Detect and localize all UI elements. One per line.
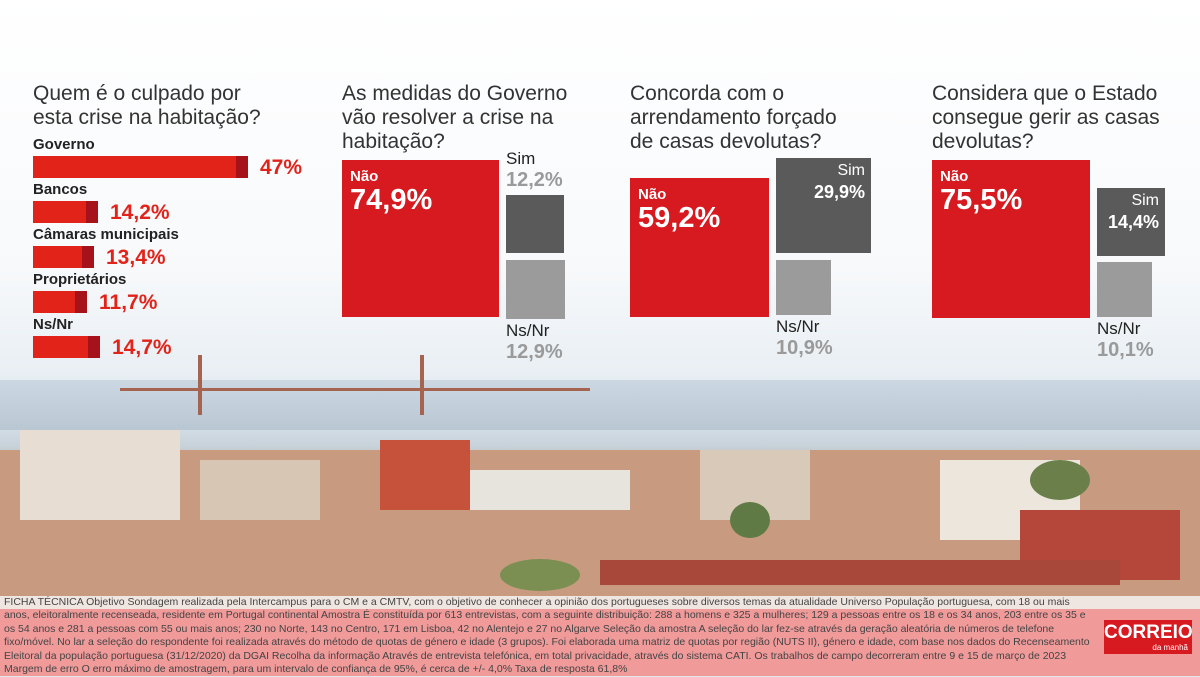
correio-da-manha-logo: CORREIO da manhã	[1104, 620, 1193, 654]
box-sim-label: Sim	[1131, 192, 1159, 209]
box-nsnr-label: Ns/Nr	[506, 321, 550, 340]
box-sim-label: Sim	[837, 162, 865, 179]
bar-category-label: Câmaras municipais	[33, 226, 179, 243]
technical-sheet: FICHA TÉCNICA Objetivo Sondagem realizad…	[0, 596, 1200, 676]
bar-value-label: 13,4%	[106, 246, 166, 269]
bridge-tower-right	[420, 355, 424, 415]
box-sim-label: Sim	[506, 149, 536, 168]
technical-sheet-first-line: FICHA TÉCNICA Objetivo Sondagem realizad…	[0, 596, 1200, 609]
bar-category-label: Bancos	[33, 181, 88, 198]
box-nsnr	[776, 260, 831, 315]
box-nao-value: 59,2%	[638, 202, 721, 234]
bridge-deck	[120, 388, 590, 391]
box-nsnr-value: 12,9%	[506, 341, 563, 363]
box-nsnr-label: Ns/Nr	[776, 317, 820, 336]
box-sim: Sim 14,4%	[1097, 188, 1165, 256]
bar	[33, 156, 248, 178]
bar	[33, 246, 94, 268]
bar	[33, 201, 98, 223]
box-nsnr	[506, 260, 565, 319]
rooftops-illustration	[0, 430, 1200, 600]
panel3-title-line3: de casas devolutas?	[630, 130, 822, 153]
box-nao-label: Não	[638, 186, 667, 203]
box-sim-value: 14,4%	[1107, 212, 1159, 232]
box-nsnr	[1097, 262, 1152, 317]
bar-category-label: Ns/Nr	[33, 316, 74, 333]
box-nao-label: Não	[940, 168, 969, 185]
panel3-title: Concorda com o arrendamento forçado de c…	[630, 82, 837, 154]
logo-name: CORREIO	[1104, 622, 1193, 643]
bar-shade	[75, 291, 87, 313]
bar-value-label: 47%	[260, 156, 303, 179]
box-nao-value: 75,5%	[940, 184, 1023, 216]
box-sim	[506, 195, 564, 253]
box-nao: Não 75,5%	[932, 160, 1090, 318]
technical-sheet-body: anos, eleitoralmente recenseada, residen…	[4, 609, 1090, 675]
bar-category-label: Governo	[33, 136, 95, 153]
panel3-title-line1: Concorda com o	[630, 82, 785, 105]
box-nao-label: Não	[350, 168, 379, 185]
panel3-title-line2: arrendamento forçado	[630, 106, 837, 129]
panel1-title-line2: esta crise na habitação?	[33, 106, 261, 129]
box-nao-value: 74,9%	[350, 184, 433, 216]
bar	[33, 336, 100, 358]
box-nao: Não 59,2%	[630, 178, 769, 317]
box-sim: Sim 29,9%	[776, 158, 871, 253]
box-nsnr-label: Ns/Nr	[1097, 319, 1141, 338]
panel2-title-line3: habitação?	[342, 130, 445, 153]
bar-value-label: 14,7%	[112, 336, 172, 359]
panel4-title: Considera que o Estado consegue gerir as…	[932, 82, 1160, 154]
panel2-title-line2: vão resolver a crise na	[342, 106, 554, 129]
bar-shade	[82, 246, 94, 268]
bar-value-label: 11,7%	[99, 291, 158, 314]
panel2-title: As medidas do Governo vão resolver a cri…	[342, 82, 567, 154]
bar-shade	[236, 156, 248, 178]
panel4-title-line2: consegue gerir as casas	[932, 106, 1160, 129]
box-nsnr-value: 10,1%	[1097, 339, 1154, 361]
bar	[33, 291, 87, 313]
bridge-tower-left	[198, 355, 202, 415]
panel4-title-line3: devolutas?	[932, 130, 1034, 153]
logo-sub: da manhã	[1152, 643, 1188, 652]
bar-category-label: Proprietários	[33, 271, 127, 288]
bar-shade	[86, 201, 98, 223]
panel2-title-line1: As medidas do Governo	[342, 82, 568, 105]
box-nao: Não 74,9%	[342, 160, 499, 317]
panel4-title-line1: Considera que o Estado	[932, 82, 1158, 105]
panel1-title: Quem é o culpado por esta crise na habit…	[33, 82, 261, 130]
box-nsnr-value: 10,9%	[776, 337, 833, 359]
bar-shade	[88, 336, 100, 358]
bar-value-label: 14,2%	[110, 201, 170, 224]
box-sim-value: 29,9%	[813, 182, 865, 202]
box-sim-value: 12,2%	[506, 169, 563, 191]
panel1-title-line1: Quem é o culpado por	[33, 82, 241, 105]
